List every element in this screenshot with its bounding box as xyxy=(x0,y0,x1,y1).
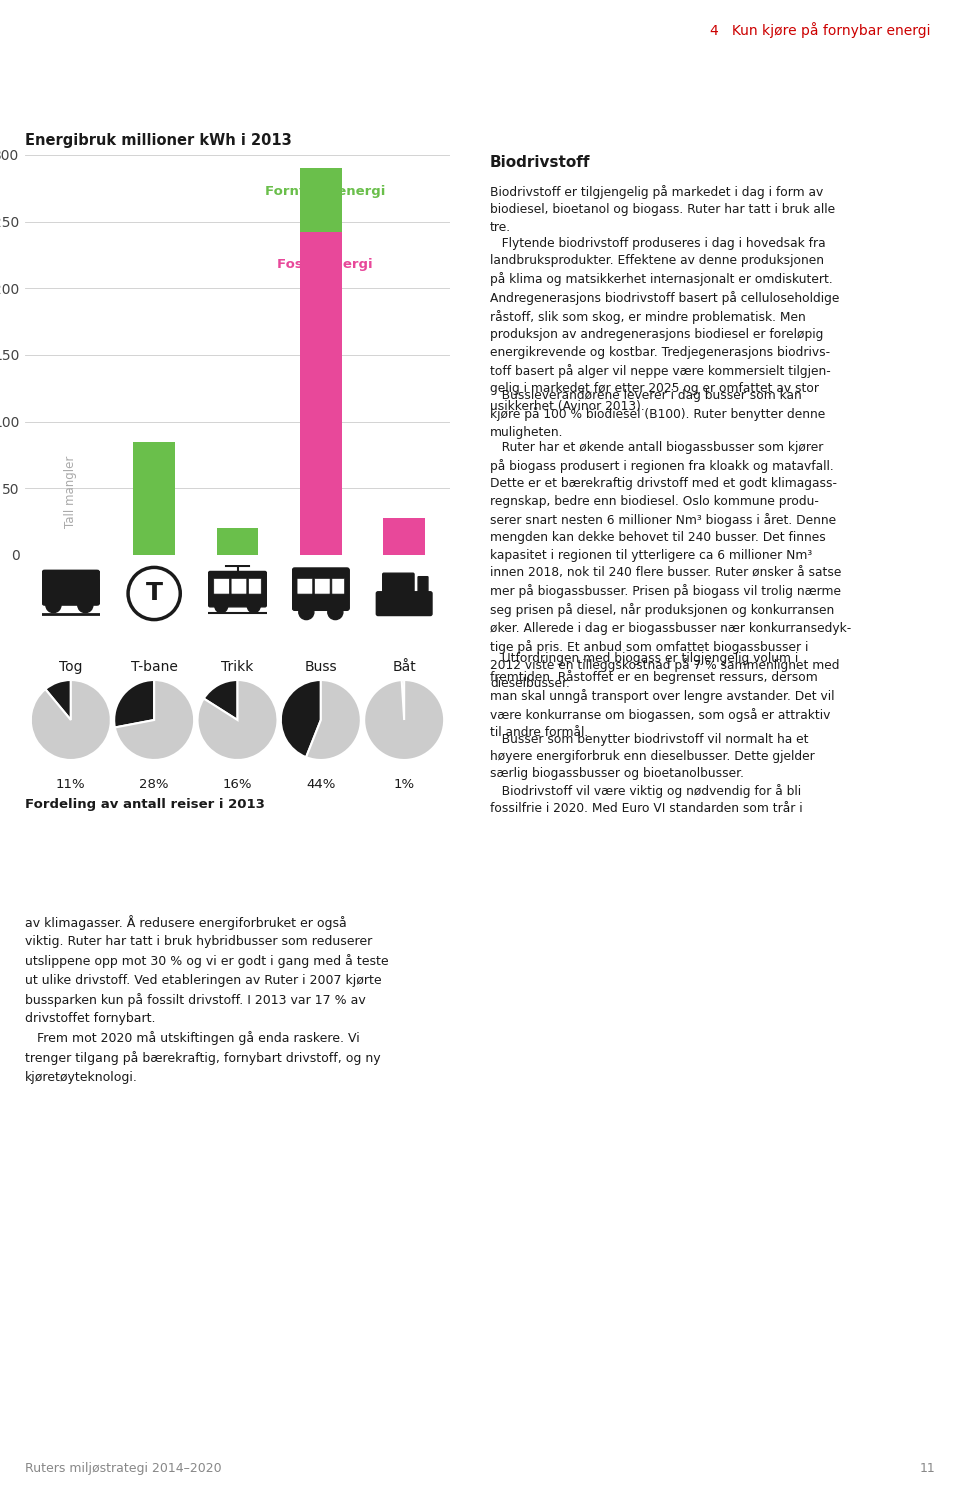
FancyBboxPatch shape xyxy=(315,578,330,594)
Text: 1%: 1% xyxy=(394,778,415,791)
Text: 28%: 28% xyxy=(139,778,169,791)
Wedge shape xyxy=(401,679,404,720)
Text: Ruter har et økende antall biogassbusser som kjører
på biogass produsert i regio: Ruter har et økende antall biogassbusser… xyxy=(490,440,852,690)
Text: Biodrivstoff er tilgjengelig på markedet i dag i form av
biodiesel, bioetanol og: Biodrivstoff er tilgjengelig på markedet… xyxy=(490,185,835,234)
Text: T: T xyxy=(146,581,162,606)
Circle shape xyxy=(128,567,180,620)
FancyBboxPatch shape xyxy=(293,567,349,611)
Bar xyxy=(133,442,175,555)
Bar xyxy=(383,518,425,555)
Text: Ruters miljøstrategi 2014–2020: Ruters miljøstrategi 2014–2020 xyxy=(25,1462,222,1475)
FancyBboxPatch shape xyxy=(214,578,229,594)
Text: 11%: 11% xyxy=(56,778,85,791)
Text: Fordeling av antall reiser i 2013: Fordeling av antall reiser i 2013 xyxy=(25,797,265,811)
Circle shape xyxy=(215,600,228,612)
Text: Flytende biodrivstoff produseres i dag i hovedsak fra
landbruksprodukter. Effekt: Flytende biodrivstoff produseres i dag i… xyxy=(490,236,839,412)
FancyBboxPatch shape xyxy=(208,572,267,606)
FancyBboxPatch shape xyxy=(332,578,345,594)
FancyBboxPatch shape xyxy=(297,578,313,594)
Text: Bussleverandørene leverer i dag busser som kan
kjøre på 100 % biodiesel (B100). : Bussleverandørene leverer i dag busser s… xyxy=(490,390,826,439)
Circle shape xyxy=(46,597,61,612)
Wedge shape xyxy=(306,679,361,760)
FancyBboxPatch shape xyxy=(249,578,261,594)
Wedge shape xyxy=(364,679,444,760)
FancyBboxPatch shape xyxy=(42,570,100,605)
Text: Fornybar energi: Fornybar energi xyxy=(265,185,385,199)
Text: Tog: Tog xyxy=(60,660,83,673)
Text: Utfordringen med biogass er tilgjengelig volum i
fremtiden. Råstoffet er en begr: Utfordringen med biogass er tilgjengelig… xyxy=(490,652,834,739)
Bar xyxy=(217,529,258,555)
Wedge shape xyxy=(115,679,194,760)
Text: 4   Kun kjøre på fornybar energi: 4 Kun kjøre på fornybar energi xyxy=(710,22,930,37)
Text: 44%: 44% xyxy=(306,778,336,791)
Bar xyxy=(300,169,342,233)
Text: Buss: Buss xyxy=(304,660,337,673)
FancyBboxPatch shape xyxy=(419,576,428,596)
Wedge shape xyxy=(45,679,71,720)
Circle shape xyxy=(299,605,314,620)
FancyBboxPatch shape xyxy=(383,573,414,596)
Text: Fossil energi: Fossil energi xyxy=(277,258,372,272)
Circle shape xyxy=(327,605,343,620)
Wedge shape xyxy=(114,679,155,727)
Text: 11: 11 xyxy=(920,1462,935,1475)
FancyBboxPatch shape xyxy=(376,591,432,615)
Text: Tall mangler: Tall mangler xyxy=(64,455,78,529)
Text: Biodrivstoff: Biodrivstoff xyxy=(490,155,590,170)
Text: 16%: 16% xyxy=(223,778,252,791)
Wedge shape xyxy=(204,679,237,720)
Text: av klimagasser. Å redusere energiforbruket er også
viktig. Ruter har tatt i bruk: av klimagasser. Å redusere energiforbruk… xyxy=(25,915,389,1084)
Circle shape xyxy=(78,597,93,612)
Text: Energibruk millioner kWh i 2013: Energibruk millioner kWh i 2013 xyxy=(25,133,292,148)
Text: Båt: Båt xyxy=(393,660,416,673)
Circle shape xyxy=(248,600,260,612)
Text: T-bane: T-bane xyxy=(131,660,178,673)
FancyBboxPatch shape xyxy=(231,578,247,594)
Wedge shape xyxy=(31,679,110,760)
Text: Busser som benytter biodrivstoff vil normalt ha et
høyere energiforbruk enn dies: Busser som benytter biodrivstoff vil nor… xyxy=(490,733,815,781)
Text: Trikk: Trikk xyxy=(222,660,253,673)
FancyBboxPatch shape xyxy=(84,581,102,602)
Wedge shape xyxy=(198,679,277,760)
Wedge shape xyxy=(281,679,321,757)
Text: Biodrivstoff vil være viktig og nødvendig for å bli
fossilfrie i 2020. Med Euro : Biodrivstoff vil være viktig og nødvendi… xyxy=(490,784,803,815)
Bar xyxy=(300,233,342,555)
